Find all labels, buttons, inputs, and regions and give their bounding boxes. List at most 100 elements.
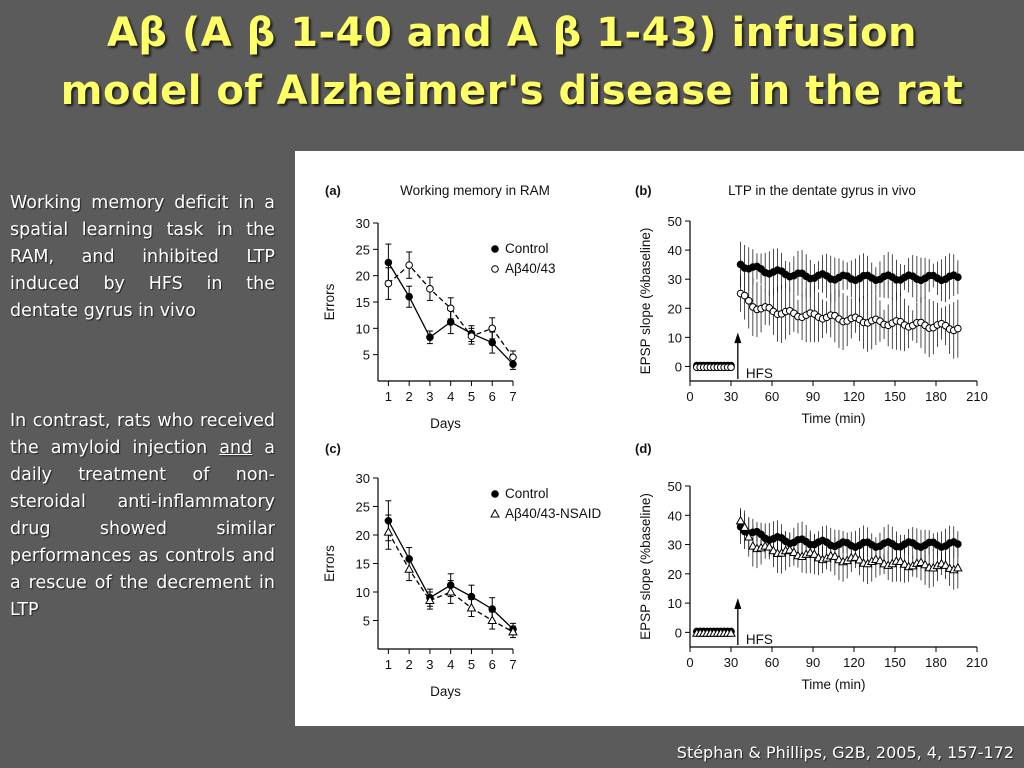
x-tick-label: 60 — [765, 389, 779, 404]
data-point — [895, 556, 906, 565]
data-point — [953, 562, 963, 572]
y-tick-label: 5 — [363, 614, 370, 629]
y-axis-label: EPSP slope (%baseline) — [638, 493, 653, 640]
paragraph-2-text-start: In contrast, rats who received the amylo… — [10, 411, 275, 458]
data-point — [467, 332, 476, 341]
chart-4: (d) 0 10 20 30 40 50 0 30 60 90 120 150 180 210 Time (m… — [635, 441, 988, 692]
x-tick-label: 4 — [447, 657, 454, 672]
data-point — [383, 526, 394, 536]
y-tick-label: 20 — [668, 301, 682, 316]
data-point — [446, 318, 455, 326]
chart-2: (b) LTP in the dentate gyrus in vivo 0 10 20… — [635, 183, 988, 426]
legend-label: Control — [505, 486, 549, 501]
data-point — [809, 549, 820, 558]
panel-label: (c) — [325, 441, 341, 456]
y-tick-label: 10 — [668, 330, 682, 345]
y-tick-label: 10 — [356, 321, 370, 336]
x-tick-label: 3 — [426, 657, 433, 672]
baseline-point — [727, 363, 735, 372]
data-point — [445, 586, 456, 596]
data-point — [508, 626, 518, 636]
data-point — [467, 592, 476, 601]
legend-label: Aβ40/43-NSAID — [505, 506, 602, 521]
data-point — [954, 324, 962, 333]
x-axis-label: Days — [430, 416, 461, 431]
y-tick-label: 15 — [356, 557, 370, 572]
data-point — [940, 560, 951, 569]
legend-label: Aβ40/43 — [505, 261, 556, 276]
description-paragraph-1: Working memory deficit in a spatial lear… — [10, 193, 275, 321]
panel-label: (d) — [635, 441, 652, 456]
x-tick-label: 7 — [509, 389, 516, 404]
data-point — [954, 273, 962, 282]
data-point — [743, 531, 754, 541]
y-tick-label: 40 — [668, 243, 682, 258]
baseline-point — [726, 628, 736, 637]
y-tick-label: 0 — [675, 625, 682, 640]
y-tick-label: 5 — [363, 348, 370, 363]
y-tick-label: 0 — [675, 359, 682, 374]
legend-label: Control — [505, 241, 549, 256]
data-point — [488, 605, 497, 613]
y-tick-label: 25 — [356, 242, 370, 257]
y-tick-label: 30 — [668, 538, 682, 553]
x-tick-label: 120 — [843, 655, 865, 670]
citation: Stéphan & Phillips, G2B, 2005, 4, 157-17… — [676, 743, 1014, 762]
panel-label: (a) — [325, 183, 341, 198]
y-axis-label: Errors — [322, 545, 337, 582]
x-tick-label: 0 — [686, 655, 693, 670]
data-point — [735, 515, 746, 525]
x-tick-label: 210 — [966, 389, 988, 404]
slide-title: Aβ (A β 1-40 and A β 1-43) infusion mode… — [0, 4, 1024, 120]
slide-title-line-1: Aβ (A β 1-40 and A β 1-43) infusion — [106, 10, 918, 56]
y-tick-label: 15 — [356, 295, 370, 310]
y-tick-label: 20 — [668, 567, 682, 582]
slide-title-line-2: model of Alzheimer's disease in the rat — [60, 68, 964, 114]
x-tick-label: 120 — [843, 389, 865, 404]
data-point — [768, 545, 779, 555]
figure-panel: (a) Working memory in RAM 5 10 15 20 25 30 1 2 3 4 5… — [295, 151, 1024, 726]
x-tick-label: 150 — [884, 655, 906, 670]
hfs-label: HFS — [746, 632, 773, 647]
x-tick-label: 2 — [406, 389, 413, 404]
data-point — [789, 547, 799, 556]
x-tick-label: 150 — [884, 389, 906, 404]
description-paragraph-2: In contrast, rats who received the amylo… — [10, 408, 275, 624]
panel-label: (b) — [635, 183, 652, 198]
x-tick-label: 180 — [925, 655, 947, 670]
x-tick-label: 1 — [385, 657, 392, 672]
y-tick-label: 30 — [356, 216, 370, 231]
y-tick-label: 30 — [356, 471, 370, 486]
x-tick-label: 4 — [447, 389, 454, 404]
x-tick-label: 30 — [724, 389, 738, 404]
y-tick-label: 25 — [356, 500, 370, 515]
data-point — [488, 338, 497, 347]
x-tick-label: 6 — [489, 657, 496, 672]
x-tick-label: 2 — [406, 657, 413, 672]
data-point — [830, 551, 840, 560]
data-point — [487, 615, 498, 624]
legend-marker — [491, 265, 499, 273]
data-point — [425, 595, 435, 605]
x-tick-label: 90 — [806, 389, 820, 404]
x-tick-label: 5 — [468, 657, 475, 672]
data-point — [426, 285, 434, 293]
x-axis-label: Time (min) — [802, 411, 866, 426]
data-point — [405, 261, 413, 269]
y-tick-label: 50 — [668, 479, 682, 494]
x-tick-label: 30 — [724, 655, 738, 670]
data-point — [740, 291, 749, 300]
data-point — [426, 333, 434, 342]
x-tick-label: 6 — [489, 389, 496, 404]
y-tick-label: 10 — [356, 585, 370, 600]
data-point — [954, 540, 962, 548]
chart-title: LTP in the dentate gyrus in vivo — [728, 183, 916, 198]
data-point — [488, 324, 497, 333]
x-tick-label: 90 — [806, 655, 820, 670]
y-tick-label: 20 — [356, 269, 370, 284]
data-point — [875, 555, 885, 565]
y-tick-label: 20 — [356, 528, 370, 543]
data-point — [384, 279, 393, 288]
x-tick-label: 60 — [765, 655, 779, 670]
